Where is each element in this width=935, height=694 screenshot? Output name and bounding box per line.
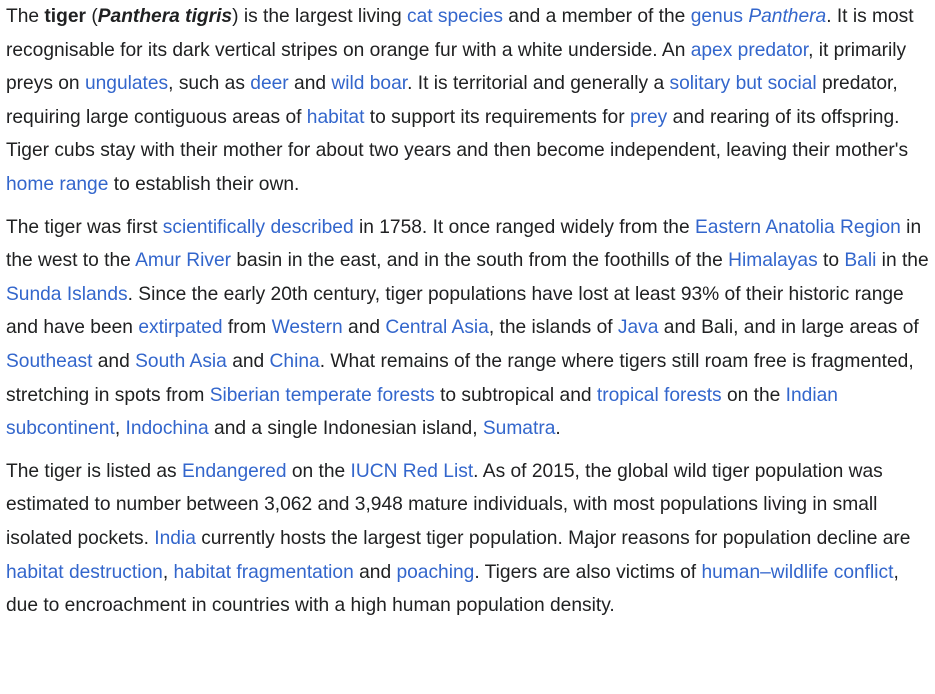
link-india[interactable]: India <box>154 527 196 549</box>
text-run: in 1758. It once ranged widely from the <box>353 216 695 238</box>
text-run: The tiger was first <box>6 216 163 238</box>
paragraph-range: The tiger was first scientifically descr… <box>6 211 933 446</box>
link-java[interactable]: Java <box>617 317 659 339</box>
link-extirpated[interactable]: extirpated <box>138 317 223 339</box>
link-indian-subcontinent[interactable]: Indian subcontinent <box>6 384 838 440</box>
link-home-range[interactable]: home range <box>6 173 109 195</box>
text-run: from <box>222 317 272 339</box>
text-run: , it primarily preys on <box>6 39 907 95</box>
text-run: and rearing of its offspring. Tiger cubs… <box>6 106 909 162</box>
link-habitat-destruction[interactable]: habitat destruction <box>6 561 163 583</box>
link-indochina[interactable]: Indochina <box>125 418 209 440</box>
link-poaching[interactable]: poaching <box>396 561 475 583</box>
text-run: ( <box>86 6 98 27</box>
link-panthera[interactable]: Panthera <box>748 6 827 27</box>
link-sunda-islands[interactable]: Sunda Islands <box>6 283 128 305</box>
link-amur-river[interactable]: Amur River <box>135 250 232 272</box>
text-run: on the <box>721 384 786 406</box>
text-run: and a member of the <box>502 6 691 27</box>
link-tropical-forests[interactable]: tropical forests <box>596 384 722 406</box>
text-run: and <box>353 561 397 583</box>
text-run: . Since the early 20th century, tiger po… <box>6 283 904 339</box>
link-bali[interactable]: Bali <box>844 250 877 272</box>
bold-term: Panthera tigris <box>97 6 233 27</box>
text-run: ) is the largest living <box>232 6 407 27</box>
text-run: , such as <box>168 73 251 95</box>
link-western[interactable]: Western <box>271 317 343 339</box>
text-run: , <box>162 561 174 583</box>
text-run: currently hosts the largest tiger popula… <box>195 527 911 549</box>
text-run: to support its requirements for <box>364 106 630 128</box>
paragraph-intro: The tiger (Panthera tigris) is the large… <box>6 0 933 202</box>
text-run: The tiger is listed as <box>6 460 182 482</box>
text-run: basin in the east, and in the south from… <box>231 250 729 272</box>
link-south-asia[interactable]: South Asia <box>135 350 227 372</box>
text-run: in the <box>876 250 929 272</box>
link-sumatra[interactable]: Sumatra <box>482 418 556 440</box>
link-ungulates[interactable]: ungulates <box>84 73 169 95</box>
text-run: and <box>288 73 332 95</box>
text-run: and <box>342 317 386 339</box>
link-china[interactable]: China <box>269 350 320 372</box>
link-habitat[interactable]: habitat <box>306 106 365 128</box>
link-scientifically-described[interactable]: scientifically described <box>162 216 354 238</box>
text-run: . It is territorial and generally a <box>407 73 670 95</box>
link-habitat-fragmentation[interactable]: habitat fragmentation <box>173 561 354 583</box>
text-run: and a single Indonesian island, <box>208 418 483 440</box>
article-content: The tiger (Panthera tigris) is the large… <box>6 0 933 623</box>
text-run: to subtropical and <box>434 384 597 406</box>
text-run: . As of 2015, the global wild tiger popu… <box>6 460 883 549</box>
link-eastern-anatolia-region[interactable]: Eastern Anatolia Region <box>694 216 901 238</box>
text-run: on the <box>286 460 351 482</box>
link-southeast[interactable]: Southeast <box>6 350 93 372</box>
link-human-wildlife-conflict[interactable]: human–wildlife conflict <box>701 561 894 583</box>
text-run: , the islands of <box>488 317 618 339</box>
text-run: in the west to the <box>6 216 922 272</box>
text-run: and Bali, and in large areas of <box>658 317 919 339</box>
text-run: and <box>92 350 136 372</box>
text-run: . Tigers are also victims of <box>474 561 702 583</box>
text-run: to establish their own. <box>108 173 300 195</box>
link-prey[interactable]: prey <box>629 106 668 128</box>
text-run: , <box>114 418 126 440</box>
link-apex-predator[interactable]: apex predator <box>690 39 809 61</box>
link-endangered[interactable]: Endangered <box>181 460 287 482</box>
link-deer[interactable]: deer <box>250 73 289 95</box>
link-himalayas[interactable]: Himalayas <box>728 250 818 272</box>
link-genus[interactable]: genus <box>690 6 743 27</box>
text-run: and <box>226 350 270 372</box>
link-central-asia[interactable]: Central Asia <box>385 317 489 339</box>
bold-term: tiger <box>44 6 86 27</box>
text-run: to <box>817 250 845 272</box>
text-run: , due to encroachment in countries with … <box>6 561 899 617</box>
paragraph-conservation: The tiger is listed as Endangered on the… <box>6 455 933 623</box>
text-run: predator, requiring large contiguous are… <box>6 73 898 128</box>
link-iucn-red-list[interactable]: IUCN Red List <box>350 460 474 482</box>
link-cat-species[interactable]: cat species <box>406 6 503 27</box>
text-run: . <box>555 418 561 440</box>
text-run: The <box>6 6 45 27</box>
text-run: . It is most recognisable for its dark v… <box>6 6 914 61</box>
text-run: . What remains of the range where tigers… <box>6 350 914 406</box>
link-solitary-but-social[interactable]: solitary but social <box>669 73 817 95</box>
link-siberian-temperate-forests[interactable]: Siberian temperate forests <box>209 384 435 406</box>
link-wild-boar[interactable]: wild boar <box>331 73 408 95</box>
